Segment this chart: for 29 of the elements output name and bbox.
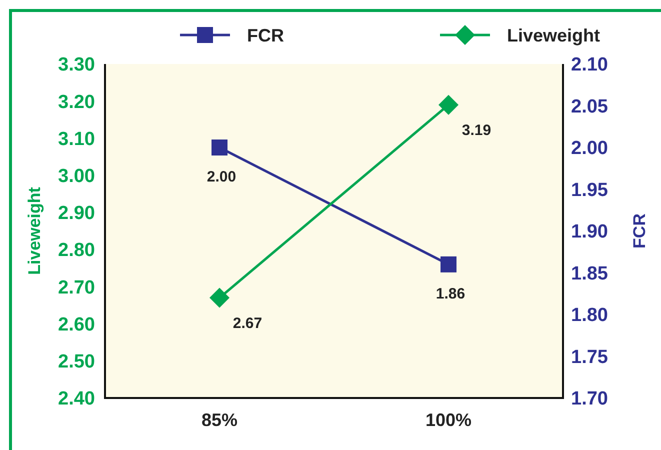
legend-label: Liveweight [507, 25, 600, 46]
y-tick-label: 3.00 [58, 166, 95, 187]
y-tick-label: 3.10 [58, 128, 95, 150]
y-tick-label: 2.40 [58, 388, 95, 410]
legend-label: FCR [247, 25, 284, 46]
y2-tick-label: 1.75 [571, 346, 608, 368]
y2-tick-label: 2.00 [571, 138, 608, 160]
y2-tick-label: 1.95 [571, 180, 608, 201]
y-tick-label: 3.20 [58, 92, 95, 113]
data-label: 2.67 [232, 314, 262, 332]
y-tick-label: 3.30 [58, 54, 95, 76]
data-label: 2.00 [206, 168, 236, 186]
y2-axis-title: FCR [630, 214, 649, 248]
y2-tick-label: 1.90 [571, 222, 608, 243]
y-tick-label: 2.80 [58, 240, 95, 262]
y2-tick-label: 1.70 [571, 388, 608, 410]
y2-tick-label: 2.10 [571, 54, 608, 76]
y2-tick-label: 1.85 [571, 263, 608, 284]
y-tick-label: 2.90 [58, 203, 95, 224]
data-label: 1.86 [436, 285, 466, 302]
y-tick-label: 2.70 [58, 277, 95, 298]
y-axis-title: Liveweight [25, 186, 44, 275]
y2-tick-label: 1.80 [571, 305, 608, 326]
y2-tick-label: 2.05 [571, 96, 608, 118]
y-tick-label: 2.60 [58, 314, 95, 336]
data-label: 3.19 [462, 122, 492, 139]
x-tick-label: 100% [425, 410, 472, 430]
x-tick-label: 85% [201, 410, 238, 430]
y-tick-label: 2.50 [58, 352, 95, 373]
